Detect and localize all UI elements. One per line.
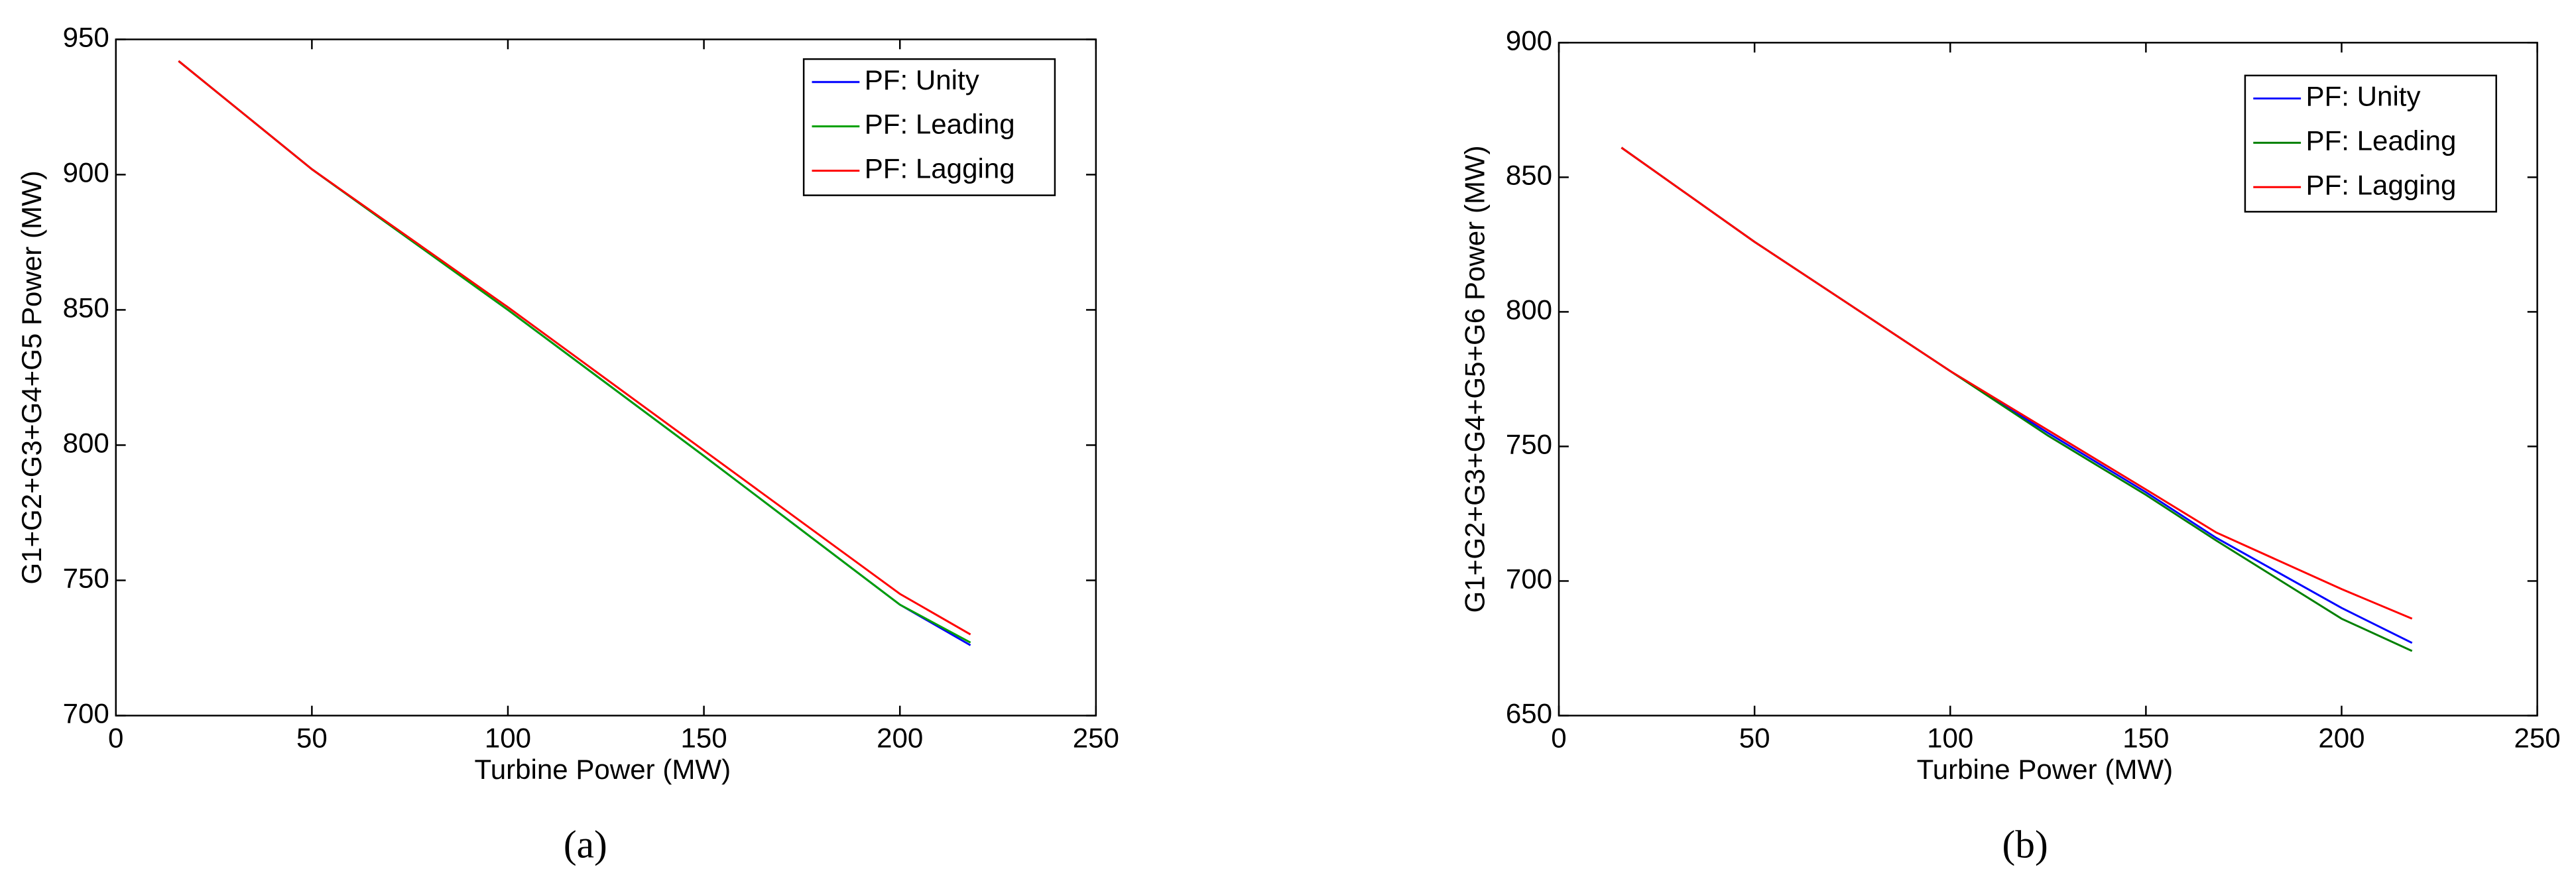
x-tick-label: 0 [108,723,123,754]
x-tick-label: 250 [2514,723,2561,754]
y-tick-label: 900 [63,157,109,188]
x-axis-label: Turbine Power (MW) [1917,754,2174,785]
y-tick-label: 800 [63,428,109,459]
y-tick-label: 800 [1506,294,1552,325]
legend-label: PF: Leading [2306,125,2457,156]
y-tick-label: 750 [1506,429,1552,460]
y-tick-label: 650 [1506,698,1552,729]
legend-label: PF: Lagging [865,153,1015,184]
y-tick-label: 850 [1506,159,1552,190]
subcaption: (b) [2002,823,2048,866]
x-tick-label: 100 [1927,723,1973,754]
x-tick-label: 50 [296,723,328,754]
x-tick-label: 250 [1073,723,1119,754]
y-tick-label: 750 [63,563,109,594]
subcaption: (a) [564,823,607,866]
y-axis-label: G1+G2+G3+G4+G5+G6 Power (MW) [1459,145,1490,613]
y-tick-label: 700 [63,698,109,729]
y-tick-label: 700 [1506,563,1552,595]
x-tick-label: 50 [1739,723,1770,754]
y-tick-label: 900 [1506,25,1552,56]
legend-label: PF: Unity [2306,81,2421,112]
x-tick-label: 200 [877,723,923,754]
y-tick-label: 950 [63,22,109,53]
series-line [178,60,971,636]
legend-label: PF: Lagging [2306,169,2457,200]
legend-label: PF: Leading [865,109,1015,140]
x-axis-label: Turbine Power (MW) [475,754,731,785]
series-line [1621,147,2413,620]
y-tick-label: 850 [63,292,109,324]
x-tick-label: 0 [1551,723,1566,754]
y-axis-label: G1+G2+G3+G4+G5 Power (MW) [16,170,47,584]
x-tick-label: 150 [2122,723,2169,754]
x-tick-label: 150 [680,723,727,754]
x-tick-label: 200 [2318,723,2364,754]
legend-label: PF: Unity [865,64,979,95]
x-tick-label: 100 [485,723,531,754]
